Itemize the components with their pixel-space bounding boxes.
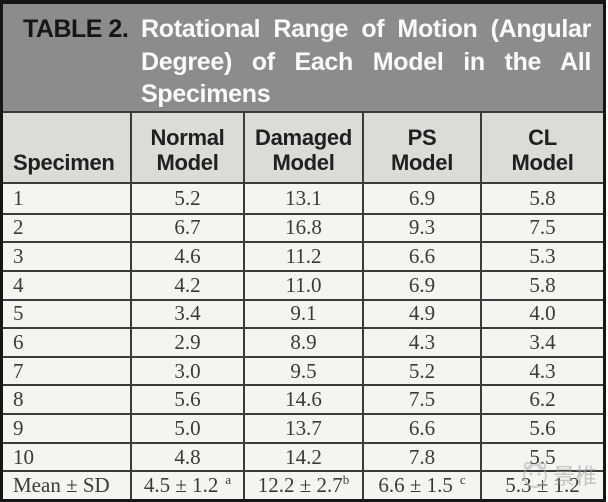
table-title: Rotational Range of Motion (Angular Degre… <box>141 13 591 111</box>
value-cell: 14.2 <box>243 443 362 471</box>
value-cell: 4.5 ± 1.2 a <box>130 472 243 499</box>
value-cell: 3.4 <box>480 329 603 356</box>
value-cell: 9.3 <box>362 214 480 242</box>
table-row: 4 4.2 11.0 6.9 5.8 <box>3 269 603 299</box>
column-header: Normal Model <box>130 113 243 182</box>
value-cell: 7.8 <box>362 443 480 471</box>
specimen-cell: 8 <box>13 387 24 412</box>
table-row: 3 4.6 11.2 6.6 5.3 <box>3 241 603 270</box>
value-cell: 5.8 <box>480 184 603 213</box>
value-cell: 7.5 <box>480 214 603 242</box>
specimen-cell: 6 <box>13 329 24 354</box>
value-cell: 5.3 ± 1.2 <box>480 472 603 499</box>
value-cell: 6.6 ± 1.5 c <box>362 472 480 499</box>
header-row: Specimen Normal Model Damaged Model PS Mode… <box>3 111 603 184</box>
column-header: Specimen <box>13 150 115 175</box>
table-row: 8 5.6 14.6 7.5 6.2 <box>3 384 603 414</box>
value-cell: 5.8 <box>480 271 603 299</box>
significance-superscript: c <box>459 472 466 488</box>
value-cell: 8.9 <box>243 329 362 356</box>
value-cell: 5.2 <box>130 184 243 213</box>
value-cell: 4.3 <box>362 329 480 356</box>
value-cell: 16.8 <box>243 214 362 242</box>
value-cell: 3.0 <box>130 357 243 385</box>
column-header: Damaged Model <box>243 113 362 182</box>
value-cell: 2.9 <box>130 329 243 356</box>
table-row: 1 5.2 13.1 6.9 5.8 <box>3 184 603 213</box>
value-cell: 9.5 <box>243 357 362 385</box>
value-cell: 11.0 <box>243 271 362 299</box>
table-row: 2 6.7 16.8 9.3 7.5 <box>3 212 603 242</box>
column-header: CL Model <box>480 113 603 182</box>
value-cell: 11.2 <box>243 243 362 270</box>
value-cell: 5.2 <box>362 357 480 385</box>
value-cell: 9.1 <box>243 300 362 328</box>
table-row: 5 3.4 9.1 4.9 4.0 <box>3 298 603 328</box>
significance-superscript: b <box>342 472 350 488</box>
value-cell: 5.3 <box>480 243 603 270</box>
value-cell: 5.0 <box>130 415 243 442</box>
value-cell: 5.6 <box>130 386 243 414</box>
value-cell: 4.6 <box>130 243 243 270</box>
value-cell: 4.8 <box>130 443 243 471</box>
specimen-cell: 2 <box>13 215 24 240</box>
value-cell: 3.4 <box>130 300 243 328</box>
value-cell: 13.7 <box>243 415 362 442</box>
table-title-line: Rotational Range of Motion (Angular <box>141 15 591 43</box>
value-cell: 5.6 <box>480 415 603 442</box>
value-cell: 12.2 ± 2.7 b <box>243 472 362 499</box>
specimen-cell: 4 <box>13 272 24 297</box>
value-cell: 4.3 <box>480 357 603 385</box>
value-cell: 6.7 <box>130 214 243 242</box>
specimen-cell: 5 <box>13 301 24 326</box>
value-cell: 6.6 <box>362 415 480 442</box>
specimen-cell: Mean ± SD <box>13 473 110 498</box>
value-cell: 4.9 <box>362 300 480 328</box>
table-row: 10 4.8 14.2 7.8 5.5 <box>3 441 603 471</box>
specimen-cell: 9 <box>13 415 24 440</box>
value-cell: 13.1 <box>243 184 362 213</box>
table-row: 9 5.0 13.7 6.6 5.6 <box>3 413 603 442</box>
value-cell: 14.6 <box>243 386 362 414</box>
specimen-cell: 1 <box>13 185 24 210</box>
value-cell: 6.6 <box>362 243 480 270</box>
table-body: 1 5.2 13.1 6.9 5.8 2 6.7 16.8 9.3 7.5 3 4.6 11.2 6.6 5… <box>3 184 603 499</box>
value-cell: 4.2 <box>130 271 243 299</box>
table-row: 6 2.9 8.9 4.3 3.4 <box>3 327 603 356</box>
value-cell: 6.9 <box>362 271 480 299</box>
table-row: 7 3.0 9.5 5.2 4.3 <box>3 355 603 385</box>
table-title-block: TABLE 2. Rotational Range of Motion (Ang… <box>3 4 603 111</box>
specimen-cell: 7 <box>13 358 24 383</box>
value-cell: 6.9 <box>362 184 480 213</box>
column-header: PS Model <box>362 113 480 182</box>
specimen-cell: 3 <box>13 244 24 269</box>
table-title-line: Specimens <box>141 80 271 108</box>
value-cell: 4.0 <box>480 300 603 328</box>
value-cell: 6.2 <box>480 386 603 414</box>
mean-sd-row: Mean ± SD 4.5 ± 1.2 a 12.2 ± 2.7 b 6.6 ± 1.5 c… <box>3 470 603 499</box>
table-number-label: TABLE 2. <box>23 15 129 43</box>
significance-superscript: a <box>225 472 232 488</box>
value-cell: 5.5 <box>480 443 603 471</box>
value-cell: 7.5 <box>362 386 480 414</box>
table-title-line: Degree) of Each Model in the All <box>141 47 591 76</box>
specimen-cell: 10 <box>13 444 34 469</box>
